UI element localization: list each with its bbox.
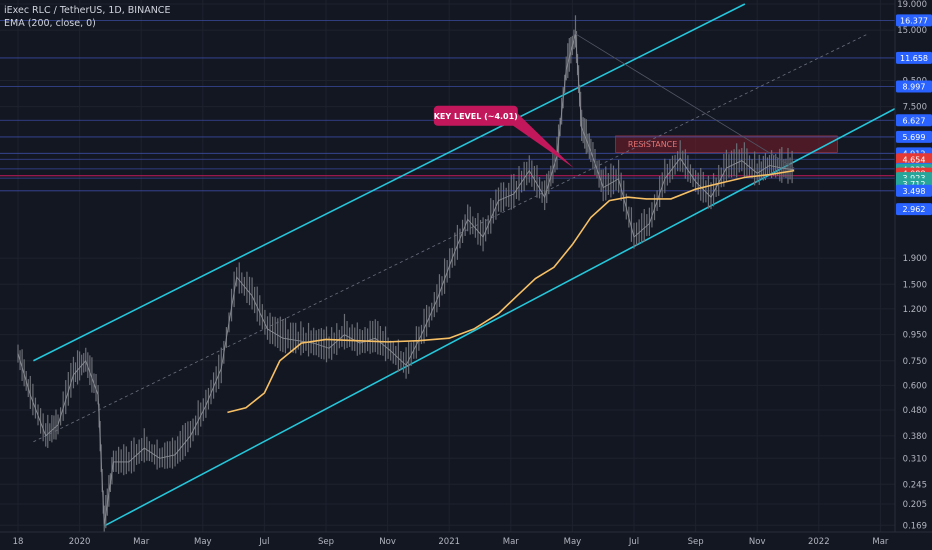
y-tick-label: 1.500	[903, 280, 927, 290]
x-tick-label: 2021	[438, 537, 460, 547]
x-tick-label: Mar	[503, 537, 520, 547]
y-tick-label: 19.000	[897, 0, 927, 10]
x-tick-label: Mar	[133, 537, 150, 547]
price-label-text: 4.654	[903, 155, 926, 164]
y-tick-label: 0.750	[903, 357, 927, 367]
price-label-text: 16.377	[900, 16, 928, 25]
y-tick-label: 0.950	[903, 331, 927, 341]
price-label-box[interactable]	[896, 203, 932, 216]
y-tick-label: 15.000	[897, 26, 927, 36]
price-line[interactable]	[17, 33, 795, 525]
key-level-callout[interactable]	[433, 105, 518, 126]
y-tick-label: 0.380	[903, 432, 927, 442]
price-label-text: 11.658	[900, 54, 928, 63]
channel-lower-line[interactable]	[103, 105, 900, 527]
x-tick-label: May	[194, 537, 212, 547]
x-tick-label: May	[564, 537, 582, 547]
channel-upper-line[interactable]	[33, 3, 746, 362]
y-tick-label: 0.245	[903, 480, 927, 490]
y-tick-label: 0.169	[903, 521, 927, 531]
ema-line[interactable]	[227, 169, 795, 414]
y-tick-label: 1.200	[903, 305, 927, 315]
y-tick-label: 1.900	[903, 254, 927, 264]
price-label-text: 2.962	[903, 205, 926, 214]
x-tick-label: Jul	[628, 537, 639, 547]
x-tick-label: Sep	[318, 537, 334, 547]
y-tick-label: 0.480	[903, 406, 927, 416]
y-tick-label: 7.500	[903, 103, 927, 113]
key-level-callout-text: KEY LEVEL (~4.01)	[434, 112, 518, 121]
y-tick-label: 0.310	[903, 454, 927, 464]
price-label-box[interactable]	[896, 114, 932, 127]
price-label-text: 6.627	[903, 116, 926, 125]
x-tick-label: 18	[13, 537, 24, 547]
x-tick-label: 2022	[808, 537, 830, 547]
price-label-box[interactable]	[896, 130, 932, 143]
price-label-text: 3.498	[903, 187, 926, 196]
x-tick-label: Nov	[379, 537, 396, 547]
price-label-box[interactable]	[896, 153, 932, 166]
peak-trend-line[interactable]	[575, 33, 795, 169]
y-tick-label: 0.600	[903, 381, 927, 391]
time-axis[interactable]	[0, 532, 932, 550]
key-level-callout-arrow	[511, 111, 574, 169]
channel-mid-line[interactable]	[33, 33, 869, 443]
price-label-box[interactable]	[896, 184, 932, 197]
price-label-box[interactable]	[896, 51, 932, 64]
price-label-box[interactable]	[896, 14, 932, 27]
x-tick-label: 2020	[69, 537, 91, 547]
resistance-label: RESISTANCE	[628, 140, 678, 149]
y-tick-label: 0.205	[903, 500, 927, 510]
price-label-text: 8.997	[903, 83, 926, 92]
price-label-text: 5.699	[903, 133, 926, 142]
x-tick-label: Jul	[258, 537, 269, 547]
x-tick-label: Nov	[749, 537, 766, 547]
price-label-text: 3.712	[903, 180, 926, 189]
price-label-box[interactable]	[896, 80, 932, 93]
x-tick-label: Mar	[872, 537, 889, 547]
x-tick-label: Sep	[688, 537, 704, 547]
